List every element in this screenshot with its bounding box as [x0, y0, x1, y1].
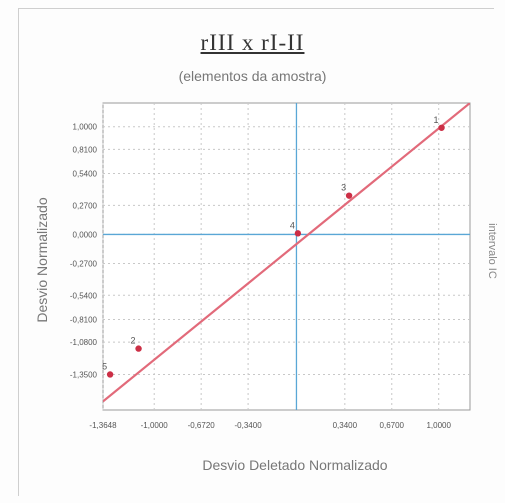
x-tick-label: 0,3400 [333, 421, 358, 430]
x-tick-label: -1,3648 [89, 421, 117, 430]
y-tick-label: 0,0000 [73, 230, 98, 239]
data-point-label: 3 [341, 183, 346, 193]
data-point [438, 124, 445, 131]
y-tick-label: 1,0000 [73, 123, 98, 132]
data-point [106, 371, 114, 378]
chart-subtitle: (elementos da amostra) [178, 68, 327, 84]
data-point [135, 345, 142, 352]
x-tick-label: 1,0000 [426, 421, 451, 430]
y-tick-label: -1,0800 [70, 338, 98, 347]
x-tick-label: -0,3400 [235, 421, 263, 430]
y-tick-label: -1,3500 [70, 370, 98, 379]
y-tick-label: 0,8100 [73, 145, 98, 154]
data-point [345, 192, 353, 199]
data-point [294, 230, 302, 237]
data-point-label: 5 [102, 361, 107, 371]
y-tick-label: 0,5400 [73, 170, 98, 179]
y-tick-label: 0,2700 [73, 201, 98, 210]
data-point-label: 4 [290, 220, 295, 230]
y-tick-label: -0,2700 [70, 260, 98, 269]
x-axis-label: Desvio Deletado Normalizado [202, 457, 388, 473]
y-tick-label: -0,8100 [70, 316, 98, 325]
data-point-label: 2 [131, 336, 136, 346]
frame-border-left [18, 8, 19, 496]
data-point-label: 1 [434, 115, 439, 125]
frame-border-top [18, 8, 494, 9]
plot-area [102, 102, 471, 411]
fit-line [103, 103, 470, 403]
y-tick-label: -0,5400 [70, 291, 98, 300]
x-tick-label: 0,6700 [380, 421, 405, 430]
x-tick-label: -1,0000 [141, 421, 169, 430]
x-tick-label: -0,6720 [188, 421, 216, 430]
chart-title: rIII x rI-II [200, 30, 305, 55]
